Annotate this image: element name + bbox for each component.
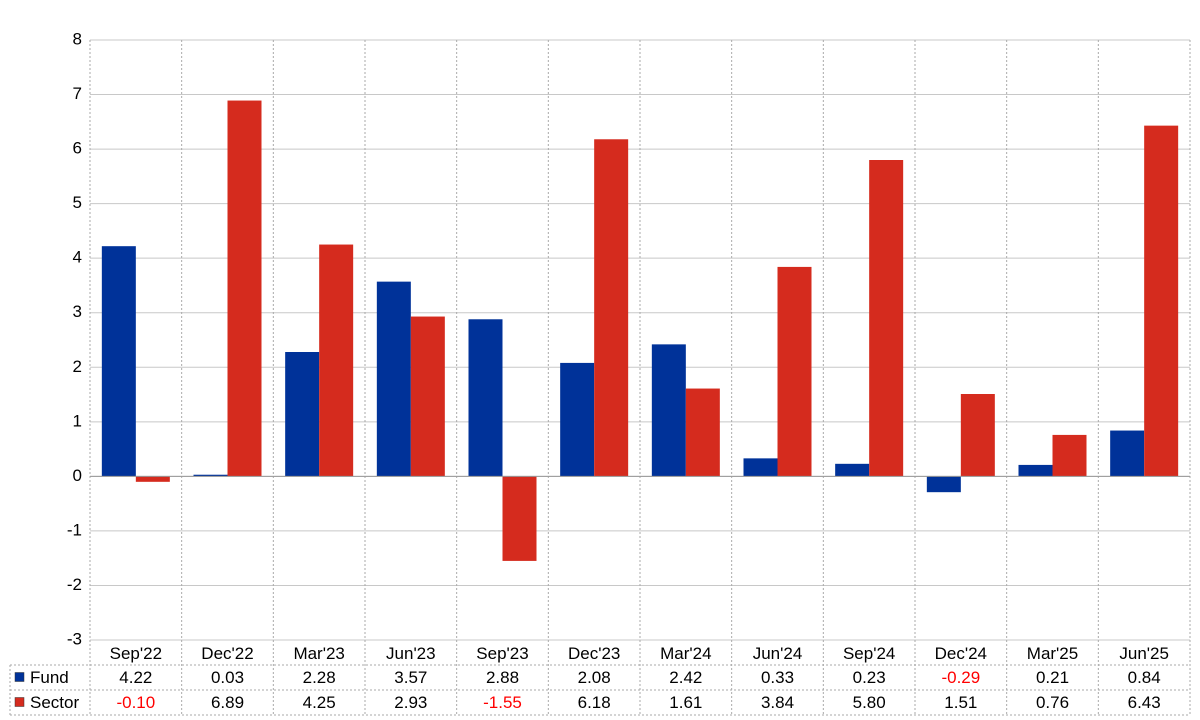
y-tick-label: 3 [73,302,82,321]
table-value: 2.88 [486,668,519,687]
table-value: -0.10 [116,693,155,712]
bar [319,244,354,477]
table-value: 0.76 [1036,693,1069,712]
bar [193,474,228,477]
table-value: 0.23 [853,668,886,687]
table-value: -1.55 [483,693,522,712]
y-tick-label: 5 [73,193,82,212]
table-value: 0.21 [1036,668,1069,687]
bar [560,362,595,477]
bar [835,463,870,477]
bar [685,388,720,477]
x-tick-label: Sep'22 [110,644,162,663]
x-tick-label: Dec'23 [568,644,620,663]
bar [227,100,262,477]
bar [135,476,170,482]
table-value: 2.42 [669,668,702,687]
table-value: 3.57 [394,668,427,687]
table-value: 1.51 [944,693,977,712]
bar [777,266,812,477]
y-tick-label: -3 [67,629,82,648]
bar [502,476,537,561]
y-tick-label: 6 [73,139,82,158]
table-value: 0.84 [1128,668,1161,687]
table-value: 4.22 [119,668,152,687]
table-value: 5.80 [853,693,886,712]
table-value: 6.43 [1128,693,1161,712]
x-tick-label: Jun'25 [1119,644,1169,663]
y-tick-label: 8 [73,29,82,48]
y-tick-label: 2 [73,357,82,376]
x-tick-label: Sep'23 [476,644,528,663]
y-tick-label: -1 [67,520,82,539]
legend-label: Sector [30,693,79,712]
bar [1052,434,1087,477]
bar [869,160,904,477]
x-tick-label: Mar'23 [293,644,344,663]
bar [1110,430,1145,477]
bar [468,319,503,477]
x-tick-label: Dec'22 [201,644,253,663]
x-tick-label: Mar'24 [660,644,711,663]
bar [960,394,995,477]
table-value: 6.89 [211,693,244,712]
y-tick-label: 1 [73,411,82,430]
table-value: 6.18 [578,693,611,712]
table-value: 2.28 [303,668,336,687]
x-tick-label: Jun'24 [753,644,803,663]
y-tick-label: 0 [73,466,82,485]
x-tick-label: Sep'24 [843,644,895,663]
legend-swatch [14,672,25,682]
table-value: 4.25 [303,693,336,712]
legend-swatch [14,697,25,707]
y-tick-label: -2 [67,575,82,594]
x-tick-label: Jun'23 [386,644,436,663]
table-value: -0.29 [941,668,980,687]
bar [926,476,961,493]
bar [743,458,778,477]
y-tick-label: 7 [73,84,82,103]
bar [1144,125,1179,477]
table-value: 1.61 [669,693,702,712]
bar [285,352,320,477]
x-tick-label: Dec'24 [935,644,987,663]
table-value: 2.93 [394,693,427,712]
bar [651,344,686,477]
x-tick-label: Mar'25 [1027,644,1078,663]
table-value: 3.84 [761,693,794,712]
table-value: 0.03 [211,668,244,687]
bar [101,246,136,477]
bar [410,316,445,477]
bar [594,139,629,477]
bar [376,281,411,477]
legend-label: Fund [30,668,69,687]
table-value: 0.33 [761,668,794,687]
y-tick-label: 4 [73,248,82,267]
table-value: 2.08 [578,668,611,687]
bar [1018,464,1053,477]
